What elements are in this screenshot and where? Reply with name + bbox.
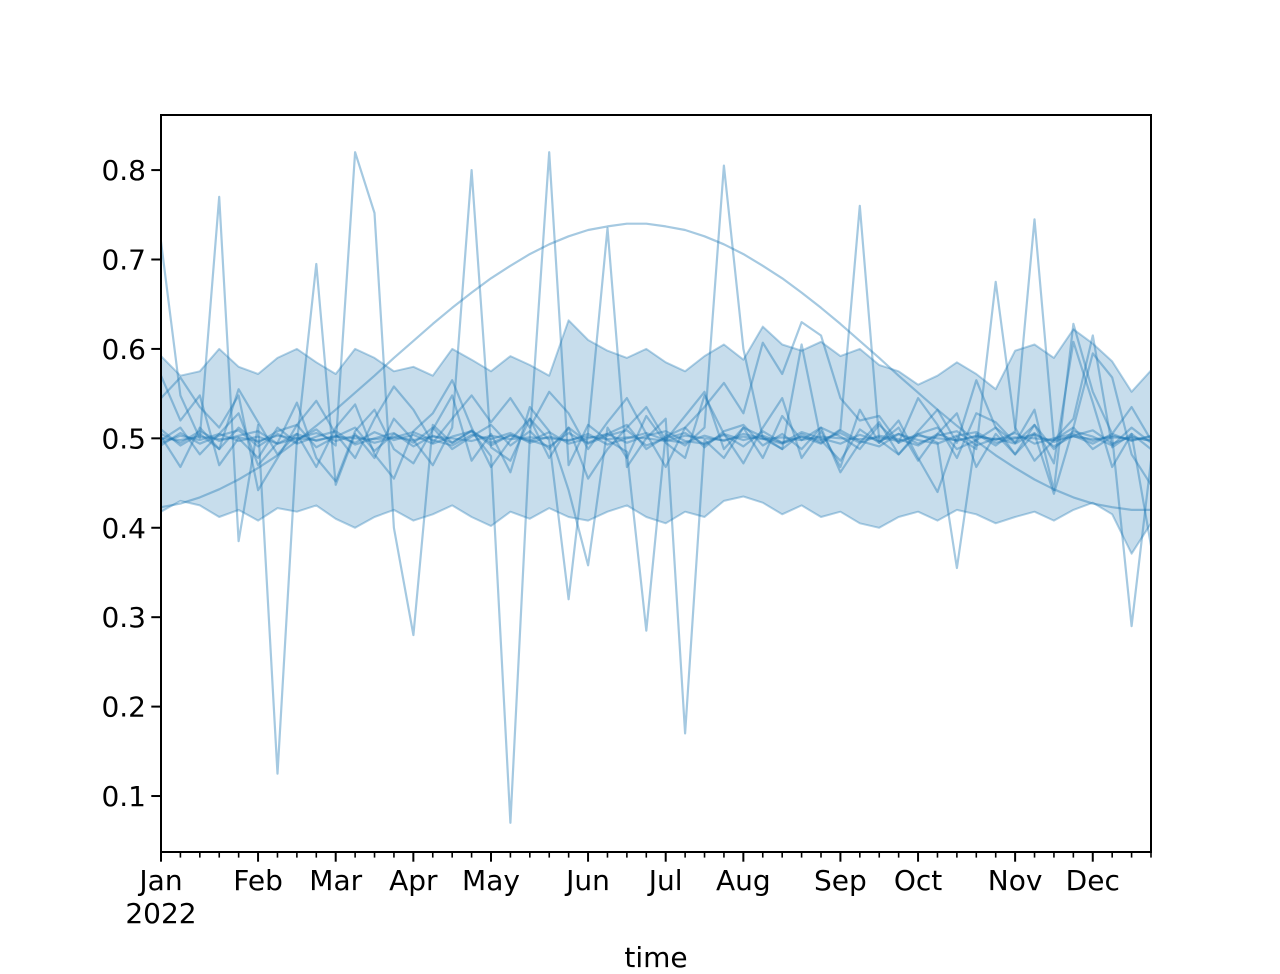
y-tick-label-0.6: 0.6: [101, 333, 146, 366]
x-tick-label-jun: Jun: [564, 864, 610, 897]
y-tick-label-0.4: 0.4: [101, 512, 146, 545]
x-tick-label-sep: Sep: [814, 864, 867, 897]
y-tick-label-0.3: 0.3: [101, 601, 146, 634]
series-line-tight-5: [161, 423, 1151, 452]
series-line-seasonal-trend: [161, 222, 1151, 511]
series-line-tight-2: [161, 431, 1151, 447]
y-tick-label-0.7: 0.7: [101, 244, 146, 277]
y-tick-label-0.1: 0.1: [101, 780, 146, 813]
confidence-band: [161, 320, 1151, 554]
x-tick-label-nov: Nov: [988, 864, 1043, 897]
series-line-tight-3: [161, 430, 1151, 445]
x-tick-label-aug: Aug: [716, 864, 771, 897]
series-line-tight-4: [161, 429, 1151, 448]
x-tick-label-oct: Oct: [894, 864, 942, 897]
series-line-tight-1: [161, 434, 1151, 443]
x-tick-year-label: 2022: [125, 897, 196, 930]
x-tick-label-may: May: [462, 864, 520, 897]
band-lower-edge: [161, 495, 1151, 555]
band-upper-edge: [161, 319, 1151, 393]
x-tick-label-feb: Feb: [233, 864, 283, 897]
x-axis-title: time: [624, 941, 688, 974]
plot-border: [160, 114, 1152, 853]
y-tick-label-0.5: 0.5: [101, 422, 146, 455]
series-line-volatile-1: [161, 151, 1151, 824]
x-tick-label-dec: Dec: [1066, 864, 1120, 897]
x-tick-label-apr: Apr: [389, 864, 438, 897]
y-axis: 0.1 0.2 0.3 0.4 0.5 0.6 0.7 0.8: [101, 154, 161, 813]
series-line-volatile-3: [161, 340, 1151, 567]
y-tick-label-0.2: 0.2: [101, 691, 146, 724]
plot-area: [161, 151, 1151, 824]
x-tick-label-mar: Mar: [309, 864, 362, 897]
x-tick-label-jan: Jan: [137, 864, 182, 897]
x-tick-label-jul: Jul: [647, 864, 683, 897]
series-line-medium-2: [161, 352, 1151, 495]
series-line-volatile-2: [161, 169, 1151, 735]
series-line-medium-1: [161, 321, 1151, 492]
y-tick-label-0.8: 0.8: [101, 154, 146, 187]
